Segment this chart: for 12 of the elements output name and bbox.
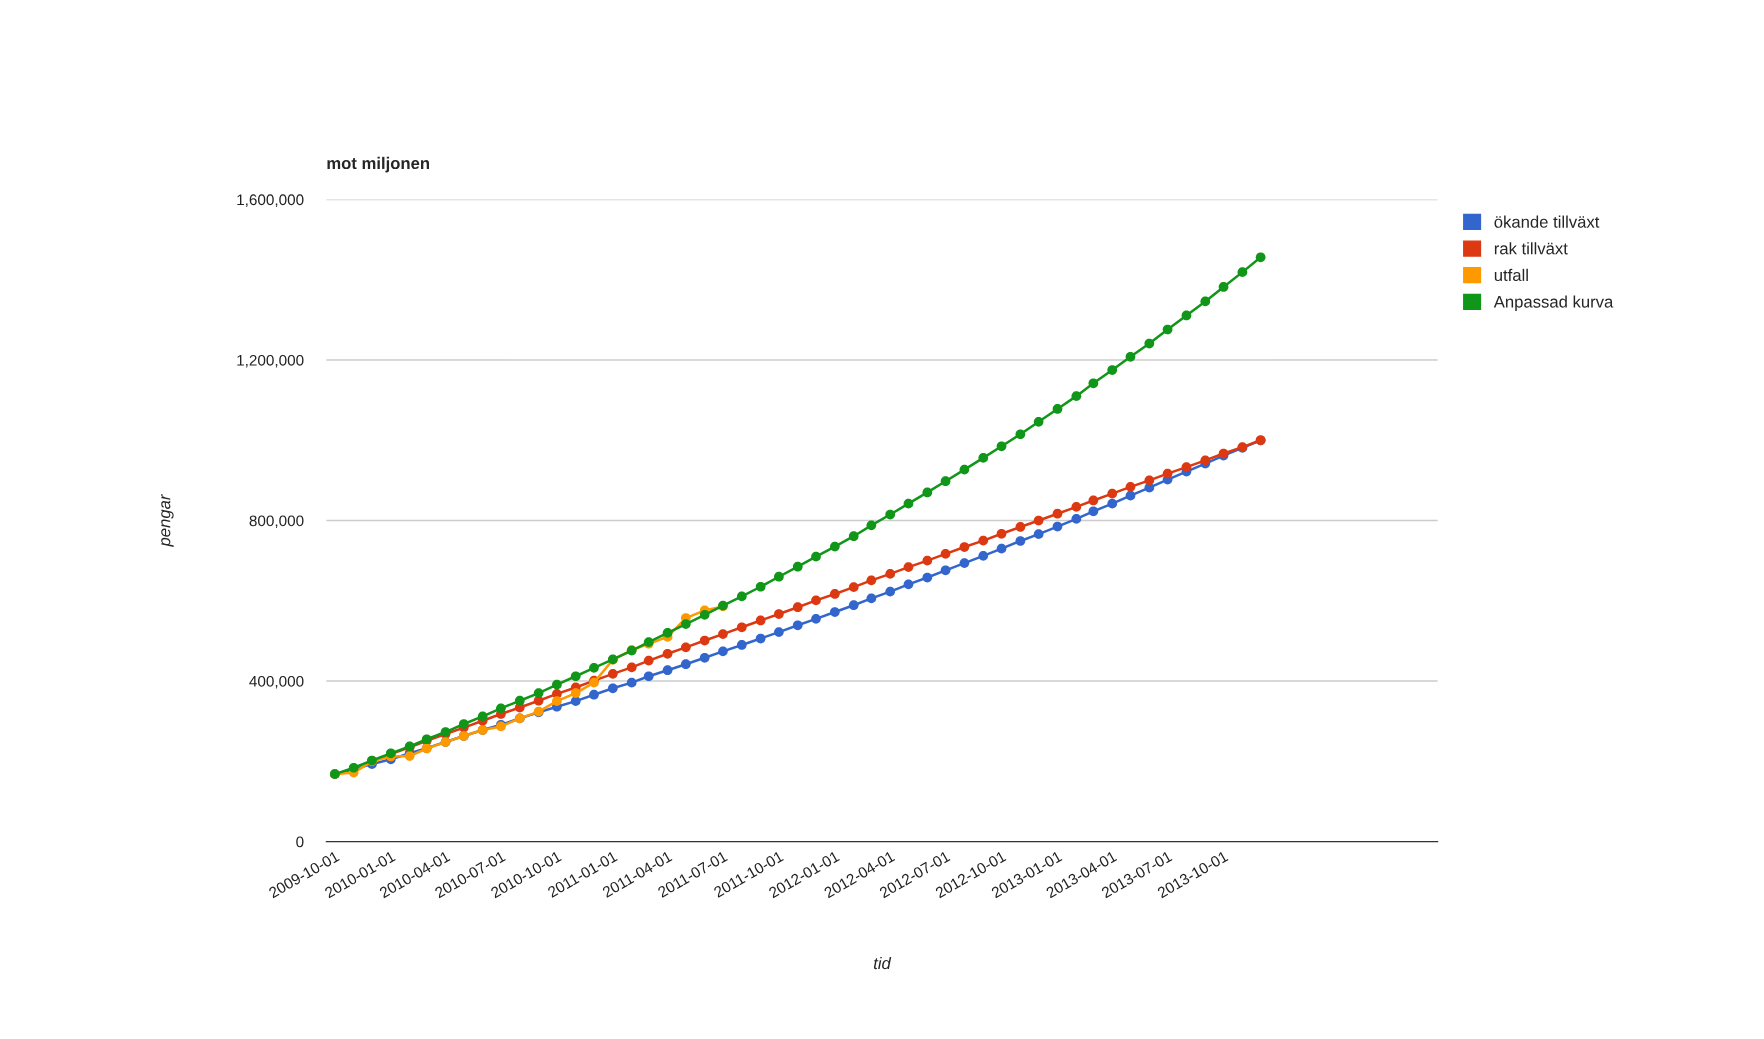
- y-tick-label: 0: [296, 836, 304, 848]
- chart-title: mot miljonen: [327, 156, 430, 173]
- legend-label: utfall: [1494, 268, 1528, 282]
- x-axis-title: tid: [873, 956, 892, 970]
- y-tick-label: 1,600,000: [237, 194, 304, 207]
- y-tick-label: 800,000: [249, 515, 304, 529]
- legend-label: ökande tillväxt: [1494, 215, 1600, 228]
- legend-label: rak tillväxt: [1494, 242, 1568, 255]
- y-axis-title: pengar: [161, 494, 174, 547]
- y-tick-label: 1,200,000: [237, 354, 304, 368]
- legend-label: Anpassad kurva: [1493, 295, 1614, 311]
- y-tick-label: 400,000: [249, 675, 304, 689]
